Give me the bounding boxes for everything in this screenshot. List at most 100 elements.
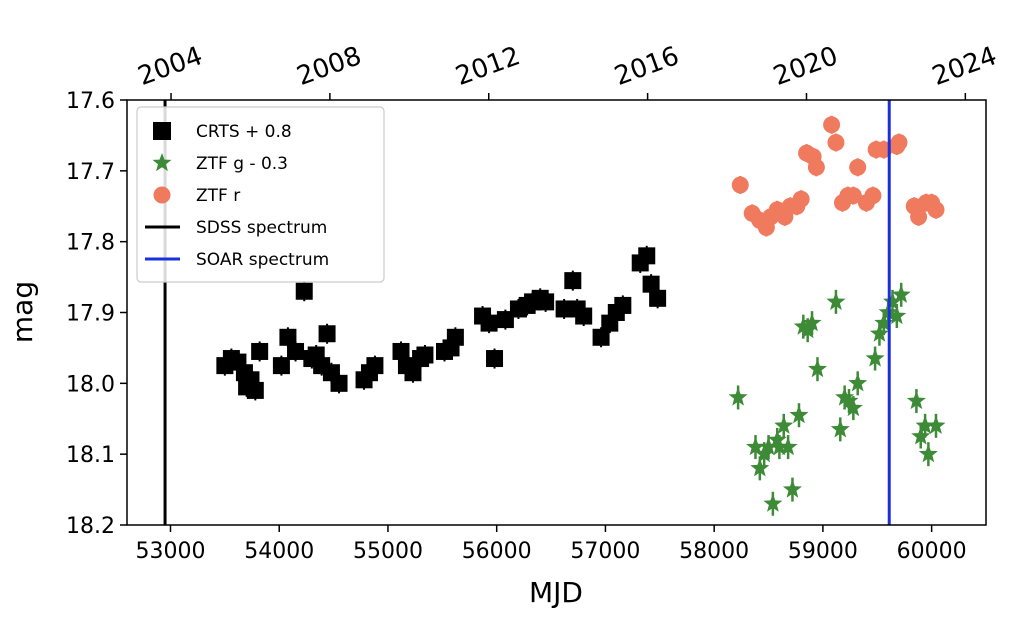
ztf-g-point (883, 291, 902, 310)
ztf-r-point (849, 158, 867, 176)
ztf-r-point (792, 190, 810, 208)
ztf-g-point (915, 415, 935, 434)
crts-point (446, 328, 464, 346)
top-axis-ticks: 2004 2008 2012 2016 2020 2024 (134, 41, 1001, 100)
ztf-g-point (767, 430, 787, 449)
legend-star-swatch (152, 153, 172, 172)
top-tick-label: 2024 (928, 41, 1000, 92)
ztf-g-point (830, 419, 850, 438)
legend-box (136, 106, 385, 283)
x-tick-label: 54000 (244, 539, 314, 564)
top-tick-label: 2012 (452, 41, 524, 92)
y-tick-label: 18.2 (66, 514, 115, 539)
ztf-g-point (926, 415, 946, 434)
y-tick-label: 17.8 (66, 231, 115, 256)
x-axis-label: MJD (529, 576, 583, 609)
y-tick-label: 18.0 (66, 372, 115, 397)
ztf-g-point (746, 437, 765, 456)
crts-point (564, 272, 582, 290)
ztf-g-point (918, 444, 938, 463)
crts-point (480, 314, 498, 332)
ztf-g-point (759, 437, 778, 456)
ztf-g-point (835, 387, 855, 406)
legend: CRTS + 0.8 ZTF g - 0.3 ZTF r SDSS spectrum S… (136, 106, 385, 283)
crts-point (496, 311, 514, 329)
crts-point (614, 296, 632, 314)
ztf-r-point (823, 116, 841, 134)
ztf-g-point (906, 391, 926, 410)
y-tick-label: 18.1 (66, 443, 115, 468)
x-tick-label: 57000 (570, 539, 640, 564)
ztf-r-point (927, 201, 945, 219)
data-marks (163, 100, 946, 525)
ztf-g-point (891, 284, 911, 303)
ztf-g-point (865, 348, 885, 367)
ztf-r-point (890, 134, 908, 151)
ztf-r-point (864, 187, 882, 205)
ztf-g-point (793, 316, 813, 335)
y-tick-label: 17.7 (66, 160, 115, 185)
crts-point (649, 289, 667, 307)
crts-point (416, 346, 434, 364)
crts-point (295, 282, 313, 300)
crts-point (486, 350, 504, 368)
ztf-r-point (910, 208, 928, 226)
ztf-g-point (887, 306, 907, 325)
y-axis-ticks: 17.6 17.7 17.8 17.9 18.0 18.1 18.2 (66, 89, 127, 539)
crts-point (537, 293, 555, 311)
legend-square-swatch (153, 122, 171, 140)
y-tick-label: 17.6 (66, 89, 115, 114)
ztf-g-point (774, 415, 794, 434)
crts-point (392, 342, 410, 360)
top-tick-label: 2020 (770, 41, 842, 92)
crts-point (246, 381, 264, 399)
x-tick-label: 58000 (679, 539, 749, 564)
crts-point (318, 325, 336, 343)
crts-point (330, 374, 348, 392)
ztf-g-point (789, 405, 809, 424)
top-tick-label: 2008 (293, 41, 365, 92)
crts-point (638, 247, 656, 265)
crts-point (592, 328, 610, 346)
legend-label: SOAR spectrum (196, 250, 329, 270)
x-axis-ticks: 53000 54000 55000 56000 57000 58000 59000 60000 (135, 525, 967, 564)
ztf-g-point (869, 323, 889, 342)
ztf-g-point (848, 373, 868, 392)
ztf-g-point (802, 313, 822, 332)
crts-point (272, 357, 290, 375)
ztf-g-point (808, 359, 827, 378)
x-tick-label: 60000 (897, 539, 967, 564)
ztf-g-point (728, 387, 748, 406)
ztf-r-point (827, 134, 845, 151)
crts-point (251, 342, 269, 360)
crts-point (642, 275, 660, 293)
legend-label: ZTF g - 0.3 (196, 154, 288, 174)
crts-point (575, 307, 593, 325)
ztf-g-point (750, 458, 770, 477)
legend-label: CRTS + 0.8 (196, 122, 292, 142)
ztf-g-point (911, 426, 931, 445)
ztf-g-point (763, 493, 783, 512)
x-tick-label: 53000 (135, 539, 205, 564)
crts-point (279, 328, 297, 346)
ztf-g-point (839, 391, 859, 410)
top-tick-label: 2016 (611, 41, 683, 92)
ztf-g-point (769, 437, 789, 456)
x-tick-label: 56000 (462, 539, 532, 564)
legend-label: ZTF r (196, 186, 240, 206)
y-tick-label: 17.9 (66, 302, 115, 327)
ztf-r-point (807, 158, 825, 176)
y-axis-label: mag (6, 281, 39, 343)
ztf-r-point (731, 176, 749, 194)
crts-point (366, 357, 384, 375)
ztf-g-point (874, 313, 894, 332)
x-tick-label: 55000 (353, 539, 423, 564)
ztf-g-point (782, 479, 802, 498)
ztf-g-point (843, 398, 863, 417)
crts-point (287, 342, 305, 360)
x-tick-label: 59000 (788, 539, 858, 564)
crts-point (404, 364, 422, 382)
top-tick-label: 2004 (134, 41, 206, 92)
ztf-r-point (844, 187, 862, 205)
